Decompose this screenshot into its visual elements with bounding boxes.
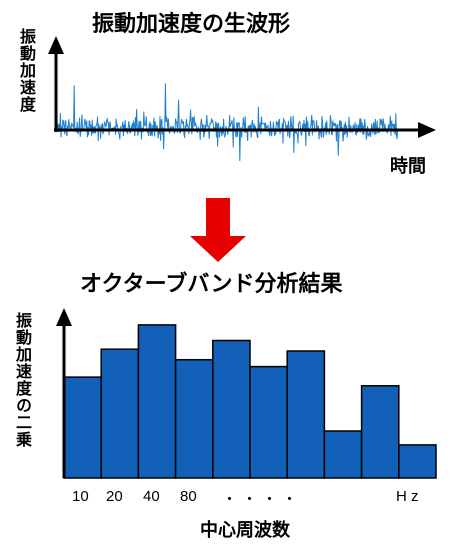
band-bar-10 [398, 444, 437, 479]
octave-band-axes [56, 308, 72, 478]
band-bar-2 [100, 348, 140, 479]
waveform-axes [48, 36, 436, 138]
x-tick-80: 80 [180, 488, 197, 505]
band-bar-1 [63, 376, 102, 479]
band-bar-5 [212, 339, 251, 479]
x-tick-dot-4: ・ [282, 491, 298, 508]
octave-band-y-axis-label: 振動加速度の二乗 [13, 312, 32, 448]
x-tick-dot-3: ・ [262, 491, 278, 508]
down-arrow [190, 198, 246, 262]
x-tick-10: 10 [72, 488, 89, 505]
octave-band-x-axis-label: 中心周波数 [200, 520, 290, 541]
x-tick-dot-2: ・ [242, 491, 258, 508]
raw-waveform [57, 83, 399, 162]
x-tick-unit-hz: H z [396, 488, 419, 505]
waveform-x-axis-label: 時間 [390, 156, 426, 177]
waveform-y-axis-label: 振動加速度 [17, 28, 36, 113]
band-bar-6 [249, 365, 288, 479]
x-tick-40: 40 [143, 488, 160, 505]
waveform-title: 振動加速度の生波形 [92, 12, 291, 37]
band-bar-3 [137, 324, 177, 479]
octave-band-title: オクターブバンド分析結果 [80, 272, 343, 297]
x-tick-dot-1: ・ [222, 491, 238, 508]
band-bar-4 [174, 358, 214, 479]
band-bar-8 [323, 430, 363, 479]
x-tick-20: 20 [106, 488, 123, 505]
octave-band-bars [63, 324, 437, 479]
band-bar-9 [360, 385, 400, 479]
band-bar-7 [286, 350, 326, 479]
